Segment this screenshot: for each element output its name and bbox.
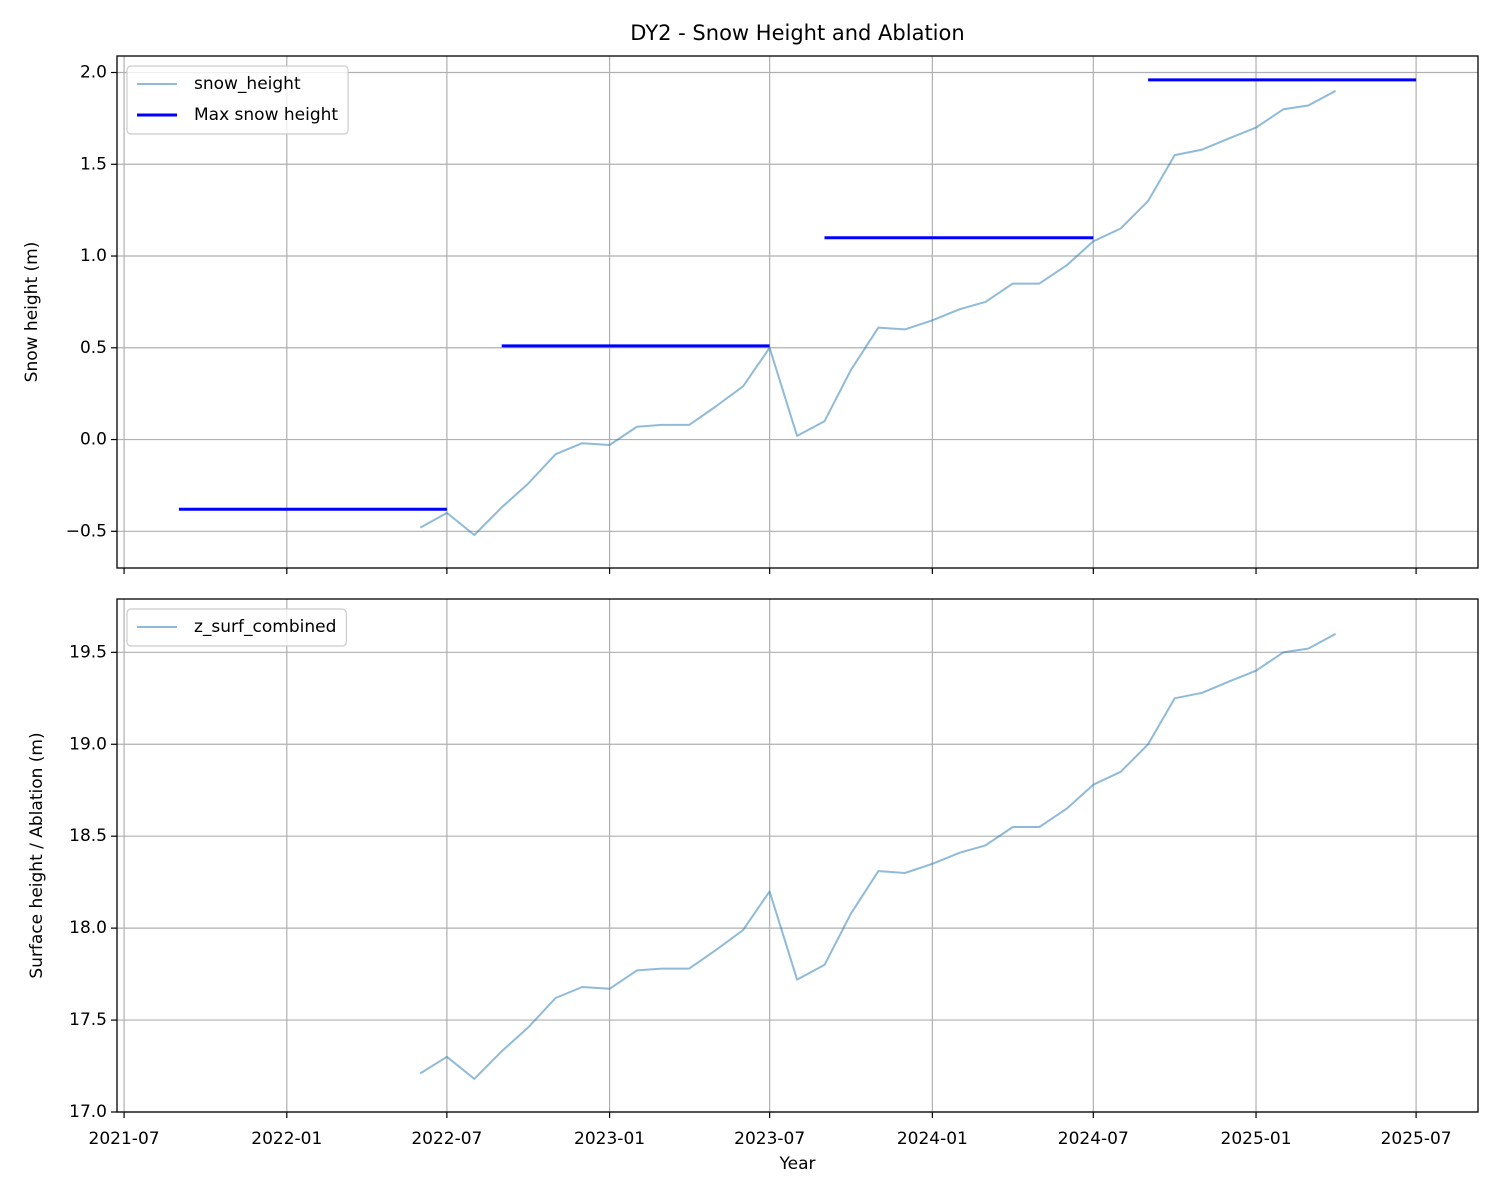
x-tick-label: 2024-07 — [1058, 1129, 1129, 1149]
axes-frame — [116, 598, 1479, 1113]
axes-frame — [116, 55, 1479, 569]
legend-label: snow_height — [194, 74, 301, 94]
legend: snow_height Max snow height — [126, 65, 349, 135]
y-tick-label: 19.5 — [69, 642, 107, 662]
legend: z_surf_combined — [126, 608, 347, 647]
y-tick-label: 19.0 — [69, 734, 107, 754]
x-tick-label: 2022-01 — [251, 1129, 322, 1149]
x-tick-label: 2025-01 — [1221, 1129, 1292, 1149]
y-tick-label: 1.0 — [80, 246, 107, 266]
series-line — [178, 78, 1417, 511]
series-line — [419, 633, 1337, 1080]
legend-box — [126, 608, 347, 647]
x-tick-label: 2021-07 — [89, 1129, 160, 1149]
y-tick-label: 2.0 — [80, 63, 107, 83]
y-tick-label: 17.0 — [69, 1102, 107, 1122]
x-tick-label: 2025-07 — [1381, 1129, 1452, 1149]
y-tick-label: 1.5 — [80, 154, 107, 174]
legend-label: Max snow height — [194, 105, 338, 125]
y-axis-label: Surface height / Ablation (m) — [27, 732, 47, 978]
chart-title: DY2 - Snow Height and Ablation — [630, 21, 964, 45]
series-line — [419, 90, 1337, 536]
y-tick-label: 0.5 — [80, 338, 107, 358]
y-tick-label: 17.5 — [69, 1010, 107, 1030]
y-tick-label: 18.0 — [69, 918, 107, 938]
x-tick-label: 2023-01 — [574, 1129, 645, 1149]
x-axis-label: Year — [779, 1154, 816, 1174]
y-tick-label: 0.0 — [80, 430, 107, 450]
x-tick-label: 2023-07 — [734, 1129, 805, 1149]
legend-box — [126, 65, 349, 135]
x-tick-label: 2024-01 — [897, 1129, 968, 1149]
y-tick-label: −0.5 — [66, 521, 107, 541]
y-tick-label: 18.5 — [69, 826, 107, 846]
x-tick-label: 2022-07 — [411, 1129, 482, 1149]
y-axis-label: Snow height (m) — [22, 242, 42, 383]
legend-label: z_surf_combined — [194, 617, 336, 637]
